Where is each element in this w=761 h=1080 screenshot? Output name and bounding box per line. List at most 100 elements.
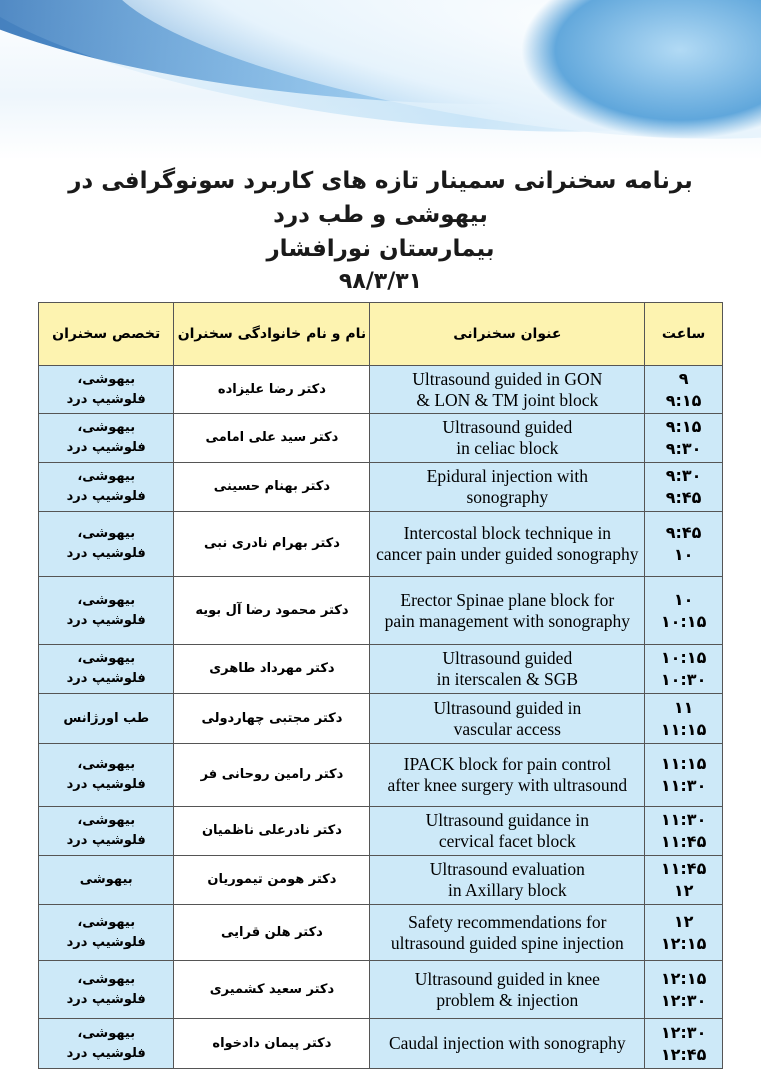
time-cell: ۹:۴۵ ۱۰ xyxy=(644,511,723,577)
topic-line: Safety recommendations for xyxy=(408,911,607,932)
topic-line: cervical facet block xyxy=(438,831,576,851)
topic-line: after knee surgery with ultrasound xyxy=(387,775,628,795)
start-time: ۱۱:۴۵ xyxy=(660,859,707,878)
topic-line: Ultrasound guided in knee xyxy=(414,968,600,989)
end-time: ۱۱:۳۰ xyxy=(660,776,707,795)
topic-cell: Caudal injection with sonography xyxy=(369,1018,646,1069)
table-row: ۱۱:۳۰ ۱۱:۴۵ Ultrasound guidance in cervical… xyxy=(37,806,723,856)
topic-line: problem & injection xyxy=(436,989,579,1010)
specialty-line: فلوشیپ درد xyxy=(66,671,146,686)
topic-cell: Epidural injection with sonography xyxy=(369,462,646,512)
specialty-cell: بیهوشی، فلوشیپ درد xyxy=(37,806,175,856)
speaker-name: دکتر رضا علیزاده xyxy=(173,365,371,414)
time-cell: ۱۰ ۱۰:۱۵ xyxy=(644,576,723,645)
time-cell: ۹:۱۵ ۹:۳۰ xyxy=(644,413,723,463)
topic-cell: Ultrasound guided in knee problem & injec… xyxy=(369,960,646,1019)
specialty-line: فلوشیپ درد xyxy=(66,833,146,848)
time-cell: ۹ ۹:۱۵ xyxy=(644,365,723,414)
speaker-name: دکتر نادرعلی ناظمیان xyxy=(173,806,371,856)
end-time: ۱۰:۳۰ xyxy=(660,670,707,689)
hospital-name: بیمارستان نورافشار xyxy=(266,236,495,262)
specialty-cell: بیهوشی، فلوشیپ درد xyxy=(37,743,175,807)
table-row: ۹:۳۰ ۹:۴۵ Epidural injection with sonograph… xyxy=(37,462,723,512)
start-time: ۱۱ xyxy=(673,697,694,717)
topic-line: Caudal injection with sonography xyxy=(388,1033,626,1053)
start-time: ۱۰:۱۵ xyxy=(660,648,707,667)
topic-cell: Ultrasound guided in GON & LON & TM joint… xyxy=(369,365,646,414)
topic-cell: Ultrasound evaluation in Axillary block xyxy=(369,855,646,905)
time-cell: ۱۲:۱۵ ۱۲:۳۰ xyxy=(644,960,723,1019)
end-time: ۱۲:۴۵ xyxy=(660,1044,707,1064)
speaker-name: دکتر محمود رضا آل بویه xyxy=(173,576,371,645)
time-cell: ۱۱:۴۵ ۱۲ xyxy=(644,855,723,905)
table-row: ۱۲:۳۰ ۱۲:۴۵ Caudal injection with sonograp… xyxy=(37,1018,723,1069)
event-date: ۹۸/۳/۳۱ xyxy=(338,269,423,294)
specialty-cell: بیهوشی، فلوشیپ درد xyxy=(37,462,175,512)
time-cell: ۱۱:۳۰ ۱۱:۴۵ xyxy=(644,806,723,856)
topic-line: vascular access xyxy=(453,718,561,739)
topic-line: Erector Spinae plane block for xyxy=(400,589,615,610)
header-topic: عنوان سخنرانی xyxy=(369,302,646,366)
topic-line: in Axillary block xyxy=(448,880,567,900)
specialty-cell: بیهوشی، فلوشیپ درد xyxy=(37,365,175,414)
specialty-line: فلوشیپ درد xyxy=(66,991,146,1007)
header-time: ساعت xyxy=(644,302,723,366)
start-time: ۱۱:۱۵ xyxy=(660,754,707,773)
end-time: ۱۰:۱۵ xyxy=(660,611,707,631)
topic-line: Ultrasound guidance in xyxy=(425,810,589,830)
speaker-name: دکتر هومن تیموریان xyxy=(173,855,371,905)
topic-line: pain management with sonography xyxy=(384,610,631,631)
topic-cell: Ultrasound guided in vascular access xyxy=(369,693,646,744)
topic-cell: IPACK block for pain control after knee s… xyxy=(369,743,646,807)
topic-line: IPACK block for pain control xyxy=(403,754,612,774)
specialty-line: بیهوشی، xyxy=(77,1025,136,1041)
speaker-name: دکتر سعید کشمیری xyxy=(173,960,371,1019)
start-time: ۱۲ xyxy=(673,911,694,931)
topic-line: sonography xyxy=(466,487,549,507)
specialty-line: بیهوشی، xyxy=(77,420,136,435)
specialty-cell: طب اورژانس xyxy=(37,693,175,744)
start-time: ۹:۳۰ xyxy=(665,466,702,485)
header-speaker: نام و نام خانوادگی سخنران xyxy=(173,302,371,366)
speaker-name: دکتر بهرام نادری نبی xyxy=(173,511,371,577)
end-time: ۱۲:۱۵ xyxy=(660,933,707,953)
topic-line: Ultrasound evaluation xyxy=(429,859,585,879)
time-cell: ۱۱:۱۵ ۱۱:۳۰ xyxy=(644,743,723,807)
start-time: ۹:۱۵ xyxy=(665,417,702,436)
topic-line: Epidural injection with xyxy=(426,466,588,486)
specialty-line: فلوشیپ درد xyxy=(66,489,146,504)
end-time: ۱۱:۴۵ xyxy=(660,832,707,851)
topic-cell: Safety recommendations for ultrasound gui… xyxy=(369,904,646,961)
specialty-cell: بیهوشی، فلوشیپ درد xyxy=(37,644,175,694)
topic-line: cancer pain under guided sonography xyxy=(376,544,639,564)
topic-line: Ultrasound guided in xyxy=(433,697,582,718)
specialty-line: بیهوشی، xyxy=(77,469,136,484)
topic-line: in iterscalen & SGB xyxy=(436,669,579,689)
specialty-line: فلوشیپ درد xyxy=(66,777,146,792)
start-time: ۹:۴۵ xyxy=(665,523,702,542)
topic-cell: Intercostal block technique in cancer pai… xyxy=(369,511,646,577)
specialty-line: فلوشیپ درد xyxy=(66,612,146,628)
specialty-cell: بیهوشی، فلوشیپ درد xyxy=(37,1018,175,1069)
specialty-line: بیهوشی، xyxy=(77,371,136,387)
table-header-row: ساعت عنوان سخنرانی نام و نام خانوادگی سخ… xyxy=(37,302,723,366)
speaker-name: دکتر سید علی امامی xyxy=(173,413,371,463)
speaker-name: دکتر مهرداد طاهری xyxy=(173,644,371,694)
topic-line: Ultrasound guided xyxy=(442,417,573,437)
start-time: ۱۲:۳۰ xyxy=(660,1022,707,1042)
end-time: ۹:۱۵ xyxy=(665,390,702,410)
end-time: ۱۲:۳۰ xyxy=(660,990,707,1010)
topic-cell: Ultrasound guidance in cervical facet blo… xyxy=(369,806,646,856)
header-specialty: تخصص سخنران xyxy=(37,302,175,366)
speaker-name: دکتر هلن قرایی xyxy=(173,904,371,961)
specialty-cell: بیهوشی xyxy=(37,855,175,905)
specialty-cell: بیهوشی، فلوشیپ درد xyxy=(37,904,175,961)
end-time: ۱۰ xyxy=(673,545,694,564)
specialty-cell: بیهوشی، فلوشیپ درد xyxy=(37,576,175,645)
specialty-line: فلوشیپ درد xyxy=(66,440,146,455)
specialty-line: بیهوشی، xyxy=(77,592,136,608)
specialty-line: بیهوشی، xyxy=(77,651,136,666)
specialty-line: فلوشیپ درد xyxy=(66,546,146,561)
table-row: ۹:۱۵ ۹:۳۰ Ultrasound guided in celiac block… xyxy=(37,413,723,463)
start-time: ۱۲:۱۵ xyxy=(660,968,707,988)
